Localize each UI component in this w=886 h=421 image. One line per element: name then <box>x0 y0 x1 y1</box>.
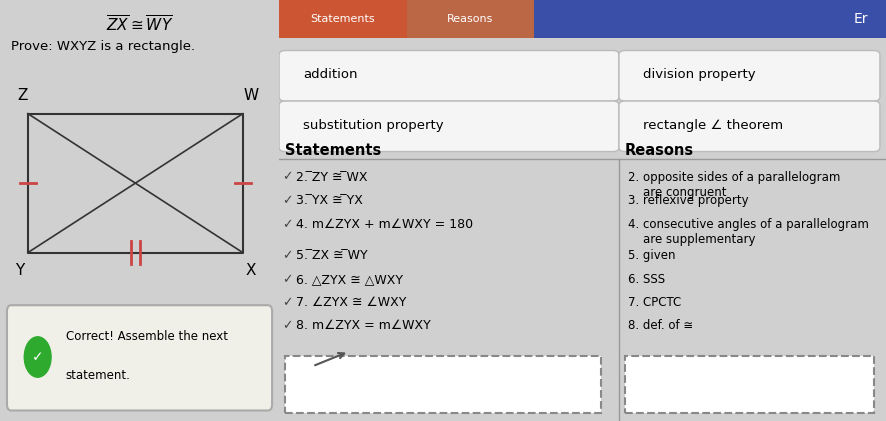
Text: W: W <box>244 88 259 103</box>
Text: 4. m∠ZYX + m∠WXY = 180: 4. m∠ZYX + m∠WXY = 180 <box>296 218 473 231</box>
Text: 3. reflexive property: 3. reflexive property <box>628 194 749 207</box>
Text: ✓: ✓ <box>282 319 292 332</box>
Text: ✓: ✓ <box>282 249 292 262</box>
Text: addition: addition <box>303 69 358 81</box>
Text: 4. consecutive angles of a parallelogram
    are supplementary: 4. consecutive angles of a parallelogram… <box>628 218 869 246</box>
FancyBboxPatch shape <box>279 51 619 101</box>
Text: substitution property: substitution property <box>303 119 444 132</box>
Text: 8. m∠ZYX = m∠WXY: 8. m∠ZYX = m∠WXY <box>296 319 431 332</box>
Text: ✓: ✓ <box>282 194 292 207</box>
Text: Reasons: Reasons <box>625 143 694 158</box>
Text: 8. def. of ≅: 8. def. of ≅ <box>628 319 694 332</box>
FancyBboxPatch shape <box>619 101 880 152</box>
FancyBboxPatch shape <box>619 51 880 101</box>
Text: Z: Z <box>17 88 27 103</box>
Text: ✓: ✓ <box>32 350 43 364</box>
Text: ✓: ✓ <box>282 296 292 309</box>
FancyBboxPatch shape <box>279 0 886 38</box>
Text: 7. CPCTC: 7. CPCTC <box>628 296 681 309</box>
FancyBboxPatch shape <box>285 356 601 413</box>
Text: statement.: statement. <box>66 369 130 382</box>
FancyBboxPatch shape <box>7 305 272 410</box>
Text: rectangle ∠ theorem: rectangle ∠ theorem <box>643 119 783 132</box>
Text: Statements: Statements <box>285 143 381 158</box>
Circle shape <box>24 337 51 377</box>
Text: 2. opposite sides of a parallelogram
    are congruent: 2. opposite sides of a parallelogram are… <box>628 171 841 199</box>
FancyBboxPatch shape <box>625 356 874 413</box>
FancyBboxPatch shape <box>279 101 619 152</box>
Text: division property: division property <box>643 69 756 81</box>
Text: ✓: ✓ <box>282 273 292 286</box>
Text: $\overline{ZX} \cong \overline{WY}$: $\overline{ZX} \cong \overline{WY}$ <box>105 15 174 35</box>
Text: 6. △ZYX ≅ △WXY: 6. △ZYX ≅ △WXY <box>296 273 403 286</box>
Text: 3. ̅YX ≅ ̅YX: 3. ̅YX ≅ ̅YX <box>296 194 363 207</box>
Text: Statements: Statements <box>310 14 375 24</box>
Text: X: X <box>246 263 256 278</box>
Text: Prove: WXYZ is a rectangle.: Prove: WXYZ is a rectangle. <box>12 40 195 53</box>
Text: ✓: ✓ <box>282 171 292 184</box>
FancyBboxPatch shape <box>279 0 407 38</box>
Text: Correct! Assemble the next: Correct! Assemble the next <box>66 330 228 343</box>
Text: Reasons: Reasons <box>447 14 494 24</box>
Text: 6. SSS: 6. SSS <box>628 273 665 286</box>
Text: ✓: ✓ <box>282 218 292 231</box>
Text: Y: Y <box>15 263 24 278</box>
Text: 2. ̅ZY ≅ ̅WX: 2. ̅ZY ≅ ̅WX <box>296 171 368 184</box>
Text: 7. ∠ZYX ≅ ∠WXY: 7. ∠ZYX ≅ ∠WXY <box>296 296 407 309</box>
Text: 5. ̅ZX ≅ ̅WY: 5. ̅ZX ≅ ̅WY <box>296 249 368 262</box>
FancyBboxPatch shape <box>407 0 534 38</box>
Text: Er: Er <box>853 12 867 26</box>
Text: 5. given: 5. given <box>628 249 675 262</box>
